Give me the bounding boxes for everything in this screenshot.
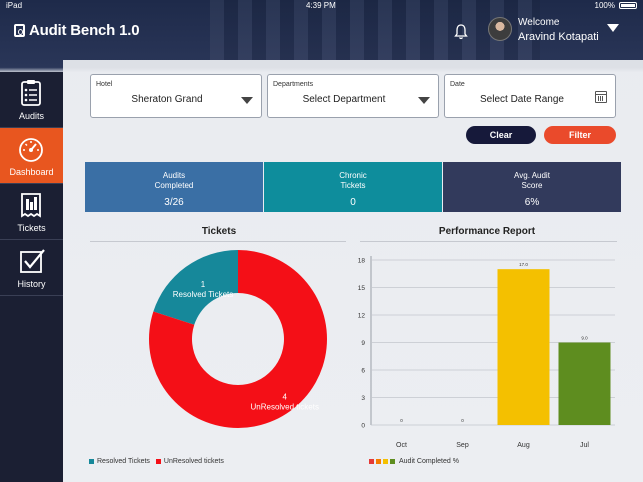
divider xyxy=(360,241,617,242)
user-menu-chevron-down-icon[interactable] xyxy=(607,24,619,32)
ticket-icon xyxy=(21,193,41,218)
sidebar-item-label: Dashboard xyxy=(9,167,54,177)
filter-button[interactable]: Filter xyxy=(544,126,616,144)
clear-button[interactable]: Clear xyxy=(466,126,536,144)
sidebar-item-label: Tickets xyxy=(17,223,46,233)
divider xyxy=(90,241,346,242)
donut-slice-0[interactable] xyxy=(153,250,238,325)
bar-value-label: 0 xyxy=(461,418,464,423)
y-tick-label: 18 xyxy=(358,258,366,265)
status-bar: iPad 4:39 PM 100% xyxy=(0,0,643,10)
sidebar-item-audits[interactable]: Audits xyxy=(0,72,63,128)
x-tick-label: Jul xyxy=(580,442,589,449)
legend-swatch xyxy=(376,459,381,464)
audits-completed-card: Audits Completed 3/26 xyxy=(85,162,263,212)
performance-panel-title: Performance Report xyxy=(438,226,536,237)
department-label: Departments xyxy=(273,81,314,88)
status-time: 4:39 PM xyxy=(306,1,336,10)
y-tick-label: 3 xyxy=(361,395,365,402)
hotel-value: Sheraton Grand xyxy=(131,94,203,105)
performance-bar-chart: 0 3 6 9 12 15 18 0 Oct 0 Sep 17.0 Aug 9.0 Jul xyxy=(358,256,615,449)
bar-value-label: 17.0 xyxy=(519,262,528,267)
stat-value: 0 xyxy=(350,197,356,208)
y-tick-label: 9 xyxy=(361,340,365,347)
x-tick-label: Aug xyxy=(517,442,530,449)
notification-bell-icon[interactable] xyxy=(454,24,468,40)
history-checkmark-icon xyxy=(20,249,45,273)
user-avatar[interactable] xyxy=(488,17,512,41)
app-title: Audit Bench 1.0 xyxy=(29,22,140,39)
sidebar-item-label: Audits xyxy=(18,111,44,121)
slice-text-label: Resolved Tickets xyxy=(173,290,233,299)
bar-value-label: 0 xyxy=(400,418,403,423)
y-tick-label: 12 xyxy=(358,313,366,320)
y-tick-label: 15 xyxy=(358,285,366,292)
y-tick-label: 6 xyxy=(361,368,365,375)
stat-label: Chronic Tickets xyxy=(339,171,367,190)
y-tick-label: 0 xyxy=(361,423,365,430)
stat-label: Audits Completed xyxy=(154,171,194,190)
sidebar-item-history[interactable]: History xyxy=(0,240,63,296)
legend-swatches xyxy=(369,459,397,464)
stat-value: 3/26 xyxy=(164,197,184,208)
legend-label: Audit Completed % xyxy=(399,458,459,465)
legend-swatch xyxy=(383,459,388,464)
performance-legend: Audit Completed % xyxy=(369,458,459,465)
welcome-label: Welcome xyxy=(518,17,560,28)
tickets-legend: Resolved Tickets UnResolved tickets xyxy=(89,458,224,465)
avg-audit-score-card: Avg. Audit Score 6% xyxy=(443,162,621,212)
logo-icon xyxy=(14,24,25,37)
clipboard-icon xyxy=(21,80,41,106)
dashboard-content: Hotel Sheraton Grand Departments Select … xyxy=(63,60,643,482)
status-device: iPad xyxy=(6,1,23,10)
date-value: Select Date Range xyxy=(480,94,564,105)
legend-swatch xyxy=(155,459,161,464)
department-select[interactable]: Departments Select Department xyxy=(267,74,439,118)
background-building xyxy=(210,0,540,60)
bar-jul[interactable] xyxy=(558,342,611,426)
department-value: Select Department xyxy=(302,94,386,105)
bar-aug[interactable] xyxy=(497,269,550,425)
user-name: Aravind Kotapati xyxy=(518,31,599,43)
legend-swatch xyxy=(89,459,94,464)
donut-slice-1[interactable] xyxy=(149,250,327,428)
date-range-picker[interactable]: Date Select Date Range xyxy=(444,74,616,118)
chevron-down-icon xyxy=(418,97,430,104)
status-battery-text: 100% xyxy=(594,1,615,10)
legend-label: UnResolved tickets xyxy=(163,458,224,465)
x-tick-label: Oct xyxy=(396,442,407,449)
battery-icon xyxy=(619,2,637,9)
bar-value-label: 9.0 xyxy=(581,336,588,341)
hotel-select[interactable]: Hotel Sheraton Grand xyxy=(90,74,262,118)
slice-count-label: 1 xyxy=(201,280,206,289)
app-logo: Audit Bench 1.0 xyxy=(14,22,140,39)
sidebar-item-tickets[interactable]: Tickets xyxy=(0,184,63,240)
legend-label: Resolved Tickets xyxy=(97,458,150,465)
legend-swatch xyxy=(390,459,395,464)
sidebar-item-label: History xyxy=(17,279,46,289)
tickets-panel-title: Tickets xyxy=(201,226,237,237)
slice-text-label: UnResolved tickets xyxy=(250,402,318,411)
calendar-icon xyxy=(595,91,607,103)
date-label: Date xyxy=(450,81,465,88)
chevron-down-icon xyxy=(241,97,253,104)
hotel-label: Hotel xyxy=(96,81,113,88)
legend-swatch xyxy=(369,459,374,464)
stat-value: 6% xyxy=(524,197,540,208)
slice-count-label: 4 xyxy=(283,392,288,401)
sidebar: Audits Dashboard Tickets History xyxy=(0,72,63,482)
sidebar-item-dashboard[interactable]: Dashboard xyxy=(0,128,63,184)
x-tick-label: Sep xyxy=(456,442,469,449)
app-header: Audit Bench 1.0 Welcome Aravind Kotapati xyxy=(0,10,643,58)
stat-label: Avg. Audit Score xyxy=(514,171,550,190)
speedometer-icon xyxy=(19,138,43,162)
chronic-tickets-card: Chronic Tickets 0 xyxy=(264,162,442,212)
